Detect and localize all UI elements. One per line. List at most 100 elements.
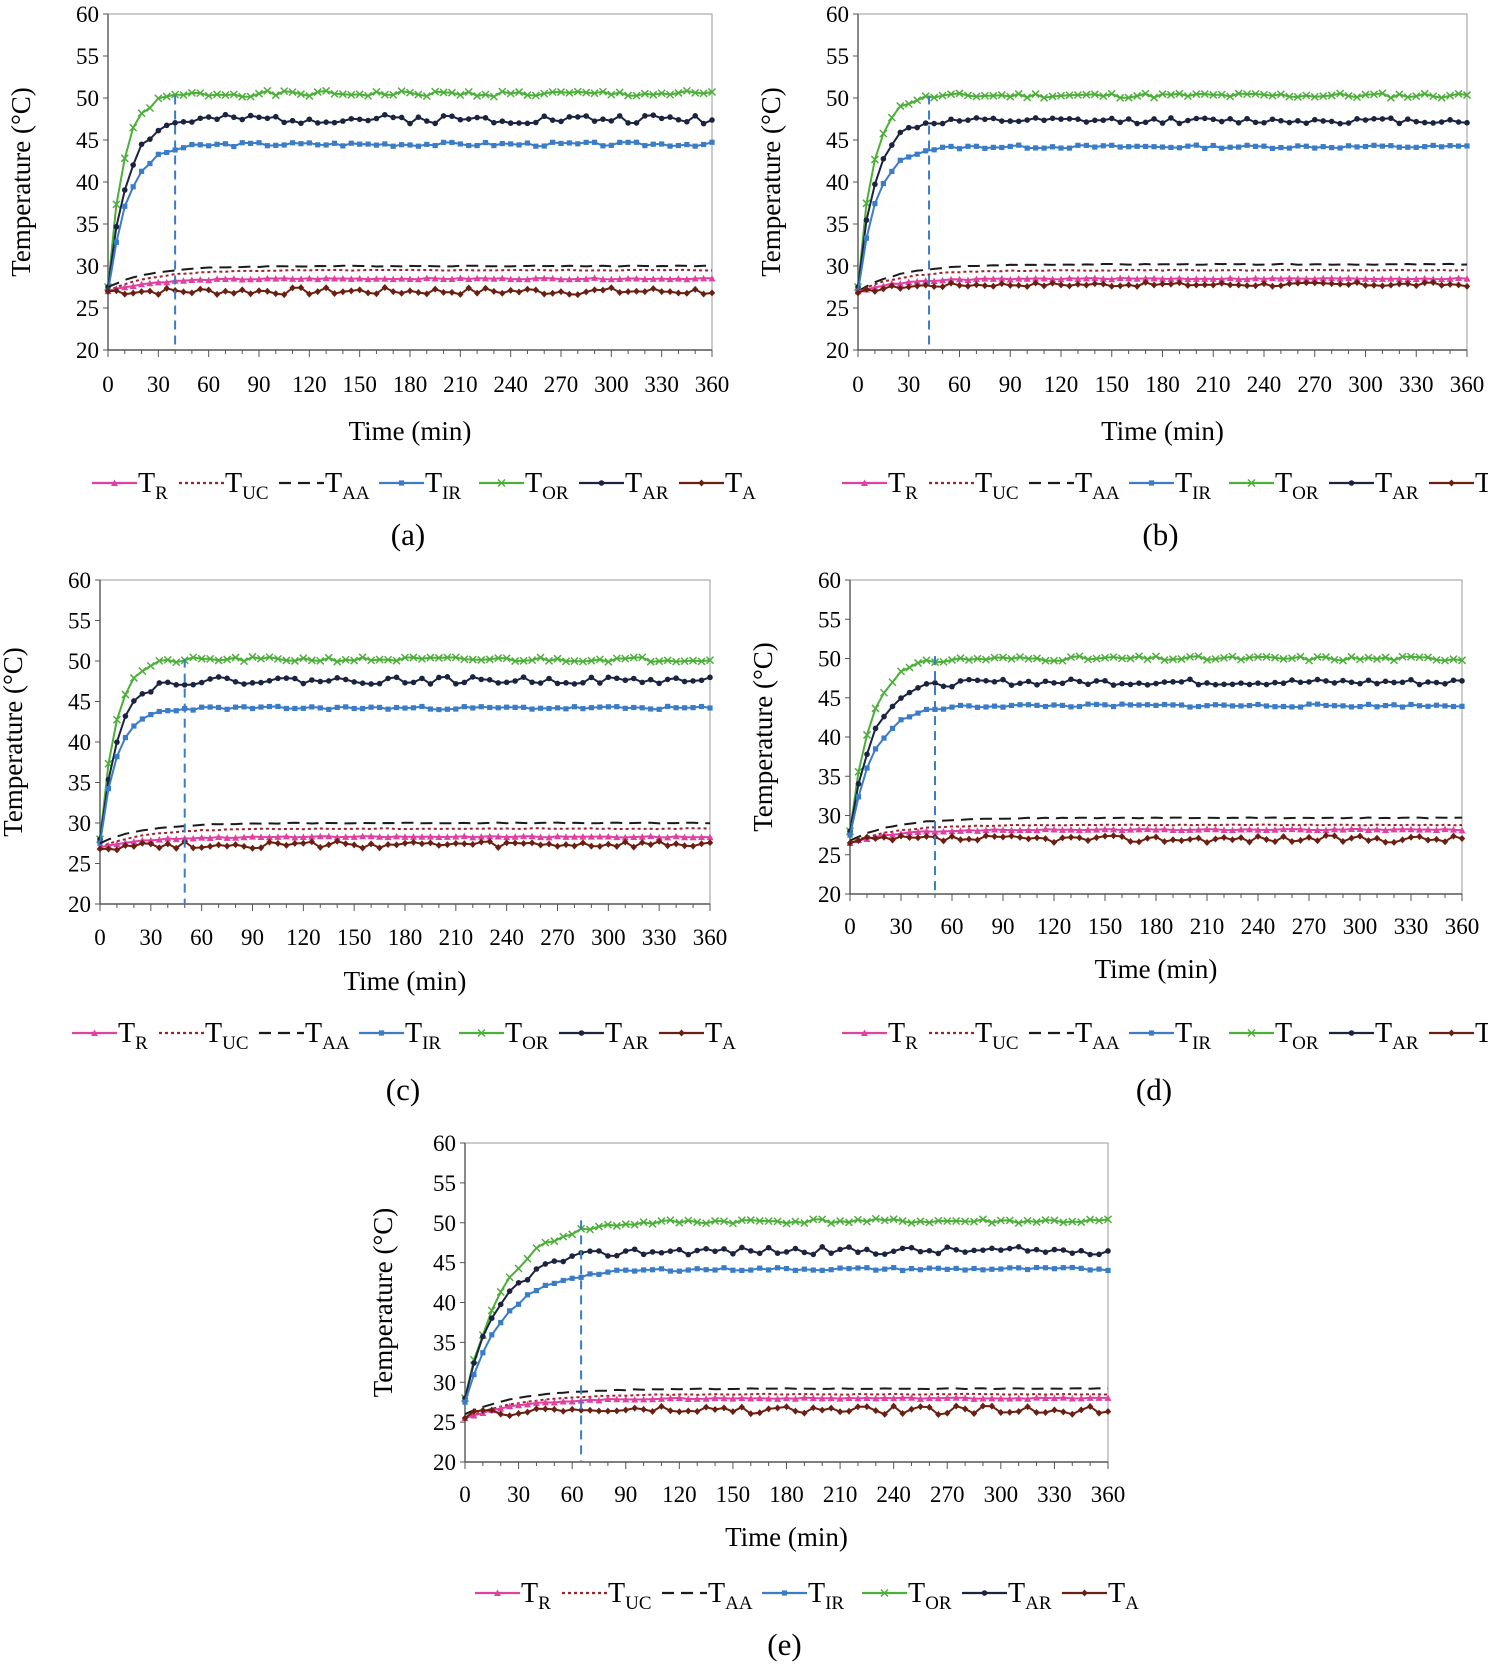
data-point-TOR: [871, 704, 880, 713]
y-tick-label: 35: [826, 212, 849, 237]
data-point-TR: [280, 274, 288, 282]
data-point-TOR: [1192, 90, 1201, 99]
data-point-TA: [810, 1404, 817, 1412]
data-point-TIR: [1286, 145, 1292, 151]
data-point-TIR: [587, 1271, 593, 1277]
data-point-TIR: [694, 1266, 700, 1272]
data-point-TAR: [1413, 118, 1420, 125]
data-point-TIR: [898, 717, 904, 723]
data-point-TOR: [862, 199, 871, 208]
data-point-TIR: [462, 1399, 468, 1405]
data-point-TR: [554, 832, 561, 840]
data-point-TR: [970, 1395, 978, 1402]
data-point-TIR: [631, 704, 637, 711]
data-point-TR: [1387, 275, 1395, 282]
data-point-TOR: [121, 690, 130, 699]
data-point-TA: [549, 289, 556, 297]
data-point-TIR: [872, 201, 878, 207]
data-point-TAR: [1425, 679, 1431, 685]
data-point-TOR: [1049, 656, 1059, 665]
data-point-TAR: [1015, 118, 1022, 125]
data-point-TA: [155, 290, 162, 298]
data-point-TOR: [565, 88, 574, 97]
data-point-TAR: [432, 120, 438, 127]
data-point-TIR: [113, 239, 119, 245]
data-point-TAR: [1416, 681, 1423, 688]
legend-label: TIR: [405, 1018, 441, 1054]
data-point-TIR: [122, 203, 128, 209]
data-point-TR: [974, 827, 981, 834]
data-point-TA: [577, 1406, 585, 1414]
data-point-TOR: [916, 1217, 925, 1226]
legend-item-TA: TA: [1429, 1018, 1488, 1049]
data-point-TAR: [1269, 116, 1276, 123]
data-point-TIR: [580, 706, 586, 712]
data-point-TA: [940, 837, 947, 845]
data-point-TAR: [180, 119, 187, 125]
data-point-TAR: [915, 685, 921, 691]
data-point-TIR: [334, 704, 340, 710]
series-TA: [846, 832, 1466, 847]
data-point-TR: [1263, 826, 1270, 834]
series-TAA: [107, 264, 713, 288]
data-point-TAR: [1007, 118, 1014, 124]
data-point-TA: [1006, 1408, 1013, 1416]
legend-item-TUC: TUC: [179, 468, 269, 504]
data-point-TOR: [514, 1264, 523, 1273]
x-tick-label: 300: [1348, 372, 1383, 397]
legend-label: TAR: [1375, 468, 1419, 504]
data-point-TA: [676, 1408, 683, 1416]
data-point-TIR: [453, 706, 459, 712]
data-point-TAR: [923, 681, 930, 687]
legend-marker: [477, 1028, 486, 1038]
legend-marker: [497, 478, 506, 488]
data-point-TA: [1433, 835, 1440, 843]
data-point-TIR: [864, 765, 870, 771]
y-tick-label: 35: [818, 764, 841, 789]
data-point-TA: [675, 289, 682, 297]
legend-item-TIR: TIR: [359, 1018, 441, 1054]
data-point-TAR: [1244, 115, 1250, 122]
data-point-TOR: [705, 656, 715, 665]
data-point-TR: [649, 275, 657, 282]
data-point-TA: [376, 844, 383, 852]
data-point-TIR: [173, 708, 179, 714]
data-point-TAR: [1176, 120, 1183, 127]
data-point-TOR: [973, 654, 982, 663]
data-point-TA: [1184, 281, 1192, 289]
data-point-TA: [698, 840, 705, 848]
data-point-TOR: [587, 656, 596, 665]
data-point-TIR: [569, 1275, 575, 1281]
data-point-TOR: [666, 1216, 675, 1225]
data-point-TOR: [511, 657, 520, 666]
data-point-TA: [905, 283, 912, 291]
data-point-TR: [998, 275, 1006, 282]
data-point-TIR: [971, 1265, 977, 1272]
x-tick-label: 270: [544, 372, 579, 397]
data-point-TA: [1212, 835, 1219, 843]
data-point-TR: [515, 275, 523, 283]
data-point-TOR: [629, 653, 638, 662]
data-point-TAR: [516, 120, 522, 126]
data-point-TA: [999, 833, 1007, 841]
data-point-TAR: [973, 115, 980, 121]
data-point-TIR: [331, 140, 338, 146]
data-point-TA: [448, 288, 456, 296]
data-point-TOR: [154, 94, 163, 103]
data-point-TR: [872, 1394, 880, 1402]
data-point-TR: [881, 1394, 889, 1402]
data-point-TOR: [607, 90, 616, 99]
data-point-TIR: [491, 142, 497, 149]
data-point-TR: [1059, 1394, 1067, 1401]
data-point-TA: [325, 841, 332, 849]
data-point-TAR: [700, 120, 707, 127]
data-point-TA: [223, 842, 231, 850]
data-point-TIR: [1246, 702, 1253, 709]
data-point-TR: [836, 1395, 844, 1402]
data-point-TIR: [1312, 145, 1318, 151]
data-point-TIR: [1102, 702, 1108, 708]
data-point-TOR: [1099, 92, 1108, 101]
data-point-TR: [908, 1394, 916, 1401]
data-point-TA: [906, 833, 913, 841]
